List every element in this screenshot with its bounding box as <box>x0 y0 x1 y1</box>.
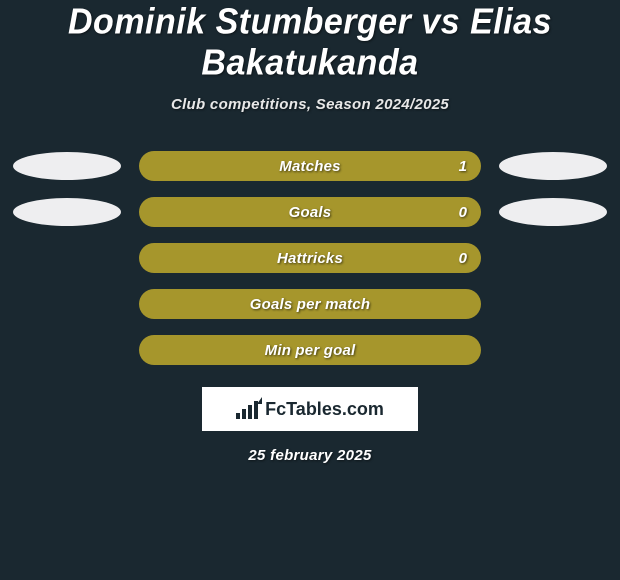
stat-rows: Matches 1 Goals 0 Hattricks 0 Goals <box>0 151 620 365</box>
stat-label: Matches <box>279 158 340 175</box>
stat-label: Min per goal <box>265 342 356 359</box>
page-title: Dominik Stumberger vs Elias Bakatukanda <box>0 2 620 84</box>
right-spacer <box>499 244 607 272</box>
stat-label: Hattricks <box>277 250 343 267</box>
page-subtitle: Club competitions, Season 2024/2025 <box>0 96 620 113</box>
stat-value: 0 <box>459 204 467 221</box>
stat-bar: Matches 1 <box>139 151 481 181</box>
stat-label: Goals per match <box>250 296 371 313</box>
left-marker <box>13 198 121 226</box>
logo-text: FcTables.com <box>265 399 384 420</box>
stat-bar: Goals per match <box>139 289 481 319</box>
stat-bar: Goals 0 <box>139 197 481 227</box>
bar-chart-icon <box>236 399 260 419</box>
right-spacer <box>499 336 607 364</box>
stat-value: 1 <box>459 158 467 175</box>
stat-bar: Min per goal <box>139 335 481 365</box>
left-marker <box>13 152 121 180</box>
stat-bar: Hattricks 0 <box>139 243 481 273</box>
comparison-card: Dominik Stumberger vs Elias Bakatukanda … <box>0 0 620 464</box>
stat-row-goals: Goals 0 <box>0 197 620 227</box>
stat-label: Goals <box>289 204 332 221</box>
stat-row-min-per-goal: Min per goal <box>0 335 620 365</box>
stat-row-hattricks: Hattricks 0 <box>0 243 620 273</box>
source-logo: FcTables.com <box>202 387 418 431</box>
stat-row-matches: Matches 1 <box>0 151 620 181</box>
stat-row-goals-per-match: Goals per match <box>0 289 620 319</box>
left-spacer <box>13 290 121 318</box>
right-marker <box>499 152 607 180</box>
date-label: 25 february 2025 <box>0 447 620 464</box>
left-spacer <box>13 336 121 364</box>
right-spacer <box>499 290 607 318</box>
left-spacer <box>13 244 121 272</box>
right-marker <box>499 198 607 226</box>
stat-value: 0 <box>459 250 467 267</box>
